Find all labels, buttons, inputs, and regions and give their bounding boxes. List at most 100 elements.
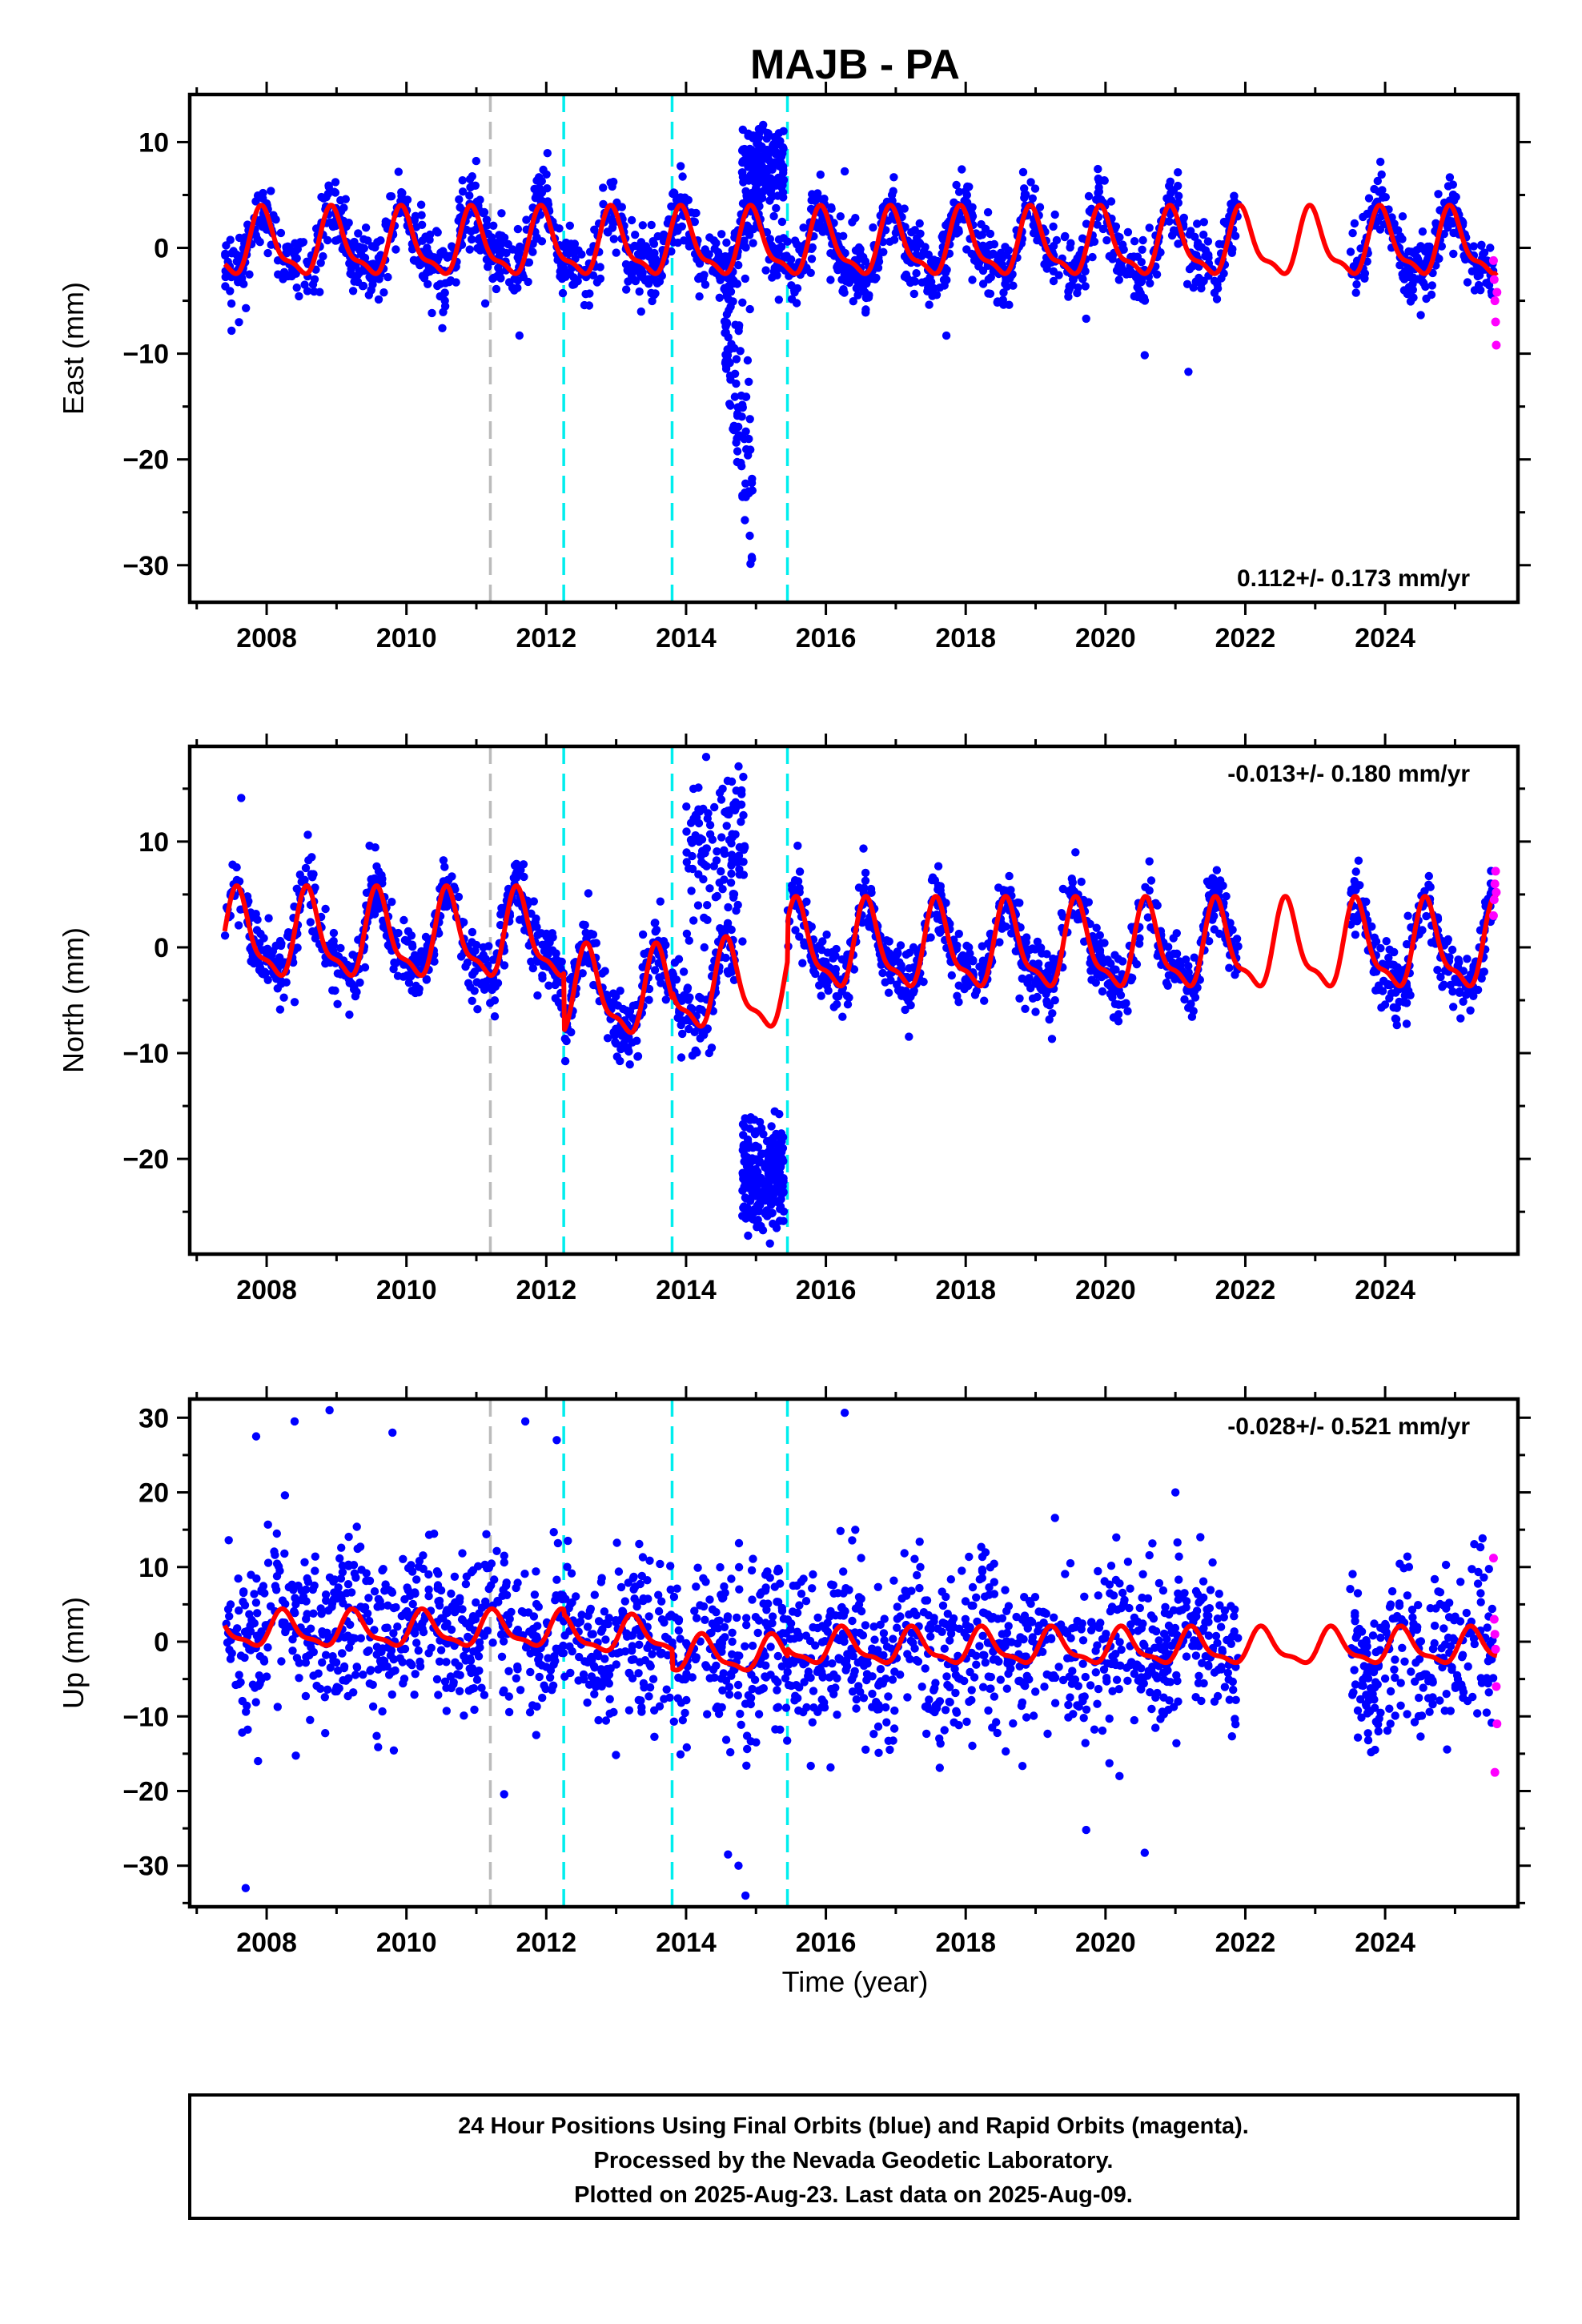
data-point (1364, 194, 1374, 203)
data-point (612, 992, 620, 1001)
data-point (715, 293, 724, 302)
data-point (400, 915, 408, 925)
data-point (355, 243, 363, 251)
data-point (1445, 196, 1455, 205)
data-point (1418, 227, 1427, 236)
data-point (412, 1575, 421, 1584)
velocity-rate: 0.112+/- 0.173 mm/yr (1237, 565, 1470, 592)
data-point (1213, 881, 1222, 891)
data-point (1130, 252, 1138, 261)
data-point (881, 226, 890, 235)
data-point (490, 996, 500, 1005)
data-point (1434, 190, 1443, 199)
data-point (713, 891, 721, 901)
data-point (1179, 213, 1189, 223)
data-point (498, 247, 507, 256)
data-point (738, 298, 747, 307)
data-point (588, 271, 598, 279)
data-point (622, 285, 631, 294)
data-point (738, 157, 748, 166)
data-point (450, 1572, 460, 1582)
data-point (1473, 271, 1483, 281)
data-point (319, 251, 327, 261)
data-point (737, 168, 747, 177)
data-point (724, 903, 733, 912)
data-point (995, 938, 1004, 947)
data-point (435, 1601, 444, 1610)
data-point (291, 1594, 299, 1602)
data-point (816, 170, 825, 179)
data-point (464, 979, 473, 987)
data-point (233, 1624, 242, 1633)
data-point (247, 1570, 255, 1579)
data-point (1391, 1015, 1401, 1024)
data-point (774, 296, 783, 304)
data-point (749, 134, 757, 143)
data-point (412, 1638, 421, 1647)
data-point (986, 240, 994, 249)
data-point (680, 236, 689, 245)
data-point (310, 287, 319, 296)
data-point (754, 151, 763, 160)
data-point (635, 287, 644, 296)
rapid-point (1492, 340, 1501, 350)
data-point (1026, 178, 1035, 187)
data-point (769, 1219, 777, 1228)
data-point (1091, 978, 1101, 987)
data-point (504, 1707, 514, 1717)
data-point (729, 297, 737, 306)
data-point (822, 930, 831, 939)
rapid-point (1491, 866, 1500, 876)
data-point (272, 1529, 281, 1538)
data-point (962, 245, 971, 254)
data-point (500, 1551, 508, 1560)
data-point (927, 277, 936, 287)
data-point (1002, 887, 1011, 895)
rapid-orbit-points (1488, 255, 1502, 350)
data-point (1184, 368, 1193, 376)
data-point (1172, 950, 1182, 959)
data-point (1439, 230, 1449, 239)
data-point (419, 1627, 428, 1637)
data-point (745, 144, 754, 154)
data-point (510, 286, 519, 295)
data-point (1415, 243, 1424, 253)
data-point (1182, 279, 1192, 288)
x-tick-label: 2012 (516, 623, 576, 653)
data-point (755, 1117, 765, 1127)
data-point (1166, 189, 1175, 198)
data-point (795, 932, 804, 941)
data-point (292, 1654, 302, 1663)
data-point (775, 1216, 785, 1225)
data-point (1001, 243, 1010, 251)
data-point (226, 1600, 235, 1609)
data-point (652, 926, 661, 935)
data-point (408, 940, 417, 949)
data-point (726, 879, 736, 887)
data-point (741, 516, 749, 525)
data-point (1448, 987, 1457, 996)
data-point (743, 221, 752, 231)
final-orbit-points (220, 753, 1497, 1248)
data-point (1387, 960, 1396, 969)
data-point (685, 936, 693, 945)
data-point (1461, 255, 1470, 264)
data-point (438, 324, 447, 332)
data-point (1367, 922, 1376, 931)
data-point (631, 231, 640, 239)
data-point (1350, 219, 1359, 228)
data-point (741, 187, 750, 195)
data-point (480, 1691, 489, 1699)
data-point (891, 228, 901, 237)
data-point (778, 143, 788, 152)
data-point (928, 292, 937, 300)
data-point (490, 1575, 499, 1584)
data-point (442, 1707, 451, 1715)
data-point (607, 215, 616, 223)
data-point (1114, 1017, 1123, 1026)
data-point (357, 1566, 366, 1574)
data-point (510, 275, 519, 283)
data-point (703, 814, 712, 823)
data-point (1371, 937, 1381, 946)
rapid-point (1490, 296, 1500, 306)
